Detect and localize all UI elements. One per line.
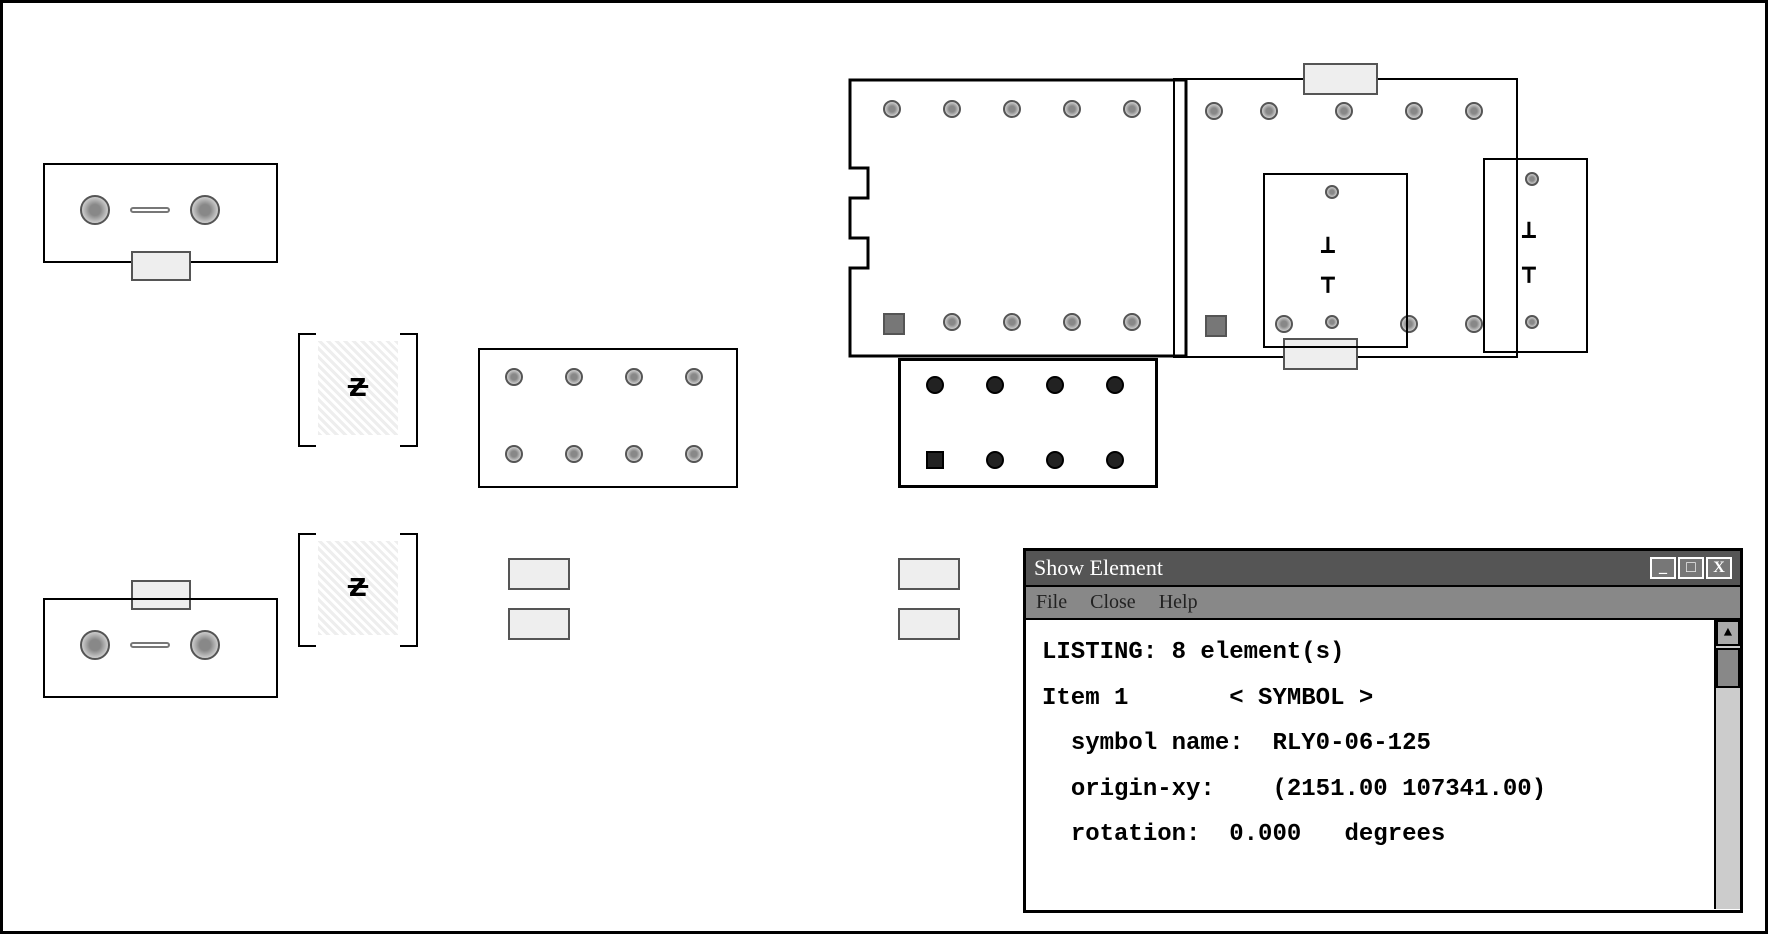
rotation-label: rotation: [1071, 821, 1201, 848]
pad [1003, 313, 1021, 331]
listing-symbol-row: symbol name: RLY0-06-125 [1042, 721, 1724, 767]
pad [1335, 102, 1353, 120]
rotation-unit: degrees [1344, 821, 1445, 848]
small-comp[interactable] [508, 558, 570, 590]
connector [130, 642, 170, 648]
editor-canvas[interactable]: z z [0, 0, 1768, 934]
component-side[interactable]: ⊥ ⊤ [1483, 158, 1588, 353]
pad [883, 100, 901, 118]
dialog-titlebar[interactable]: Show Element _ □ X [1026, 551, 1740, 587]
component-relay-2[interactable] [43, 598, 278, 698]
maximize-button[interactable]: □ [1678, 557, 1704, 579]
bar-symbol: ⊤ [1320, 270, 1336, 301]
pad [1003, 100, 1021, 118]
pad [1525, 172, 1539, 186]
pad [1525, 315, 1539, 329]
pad [625, 445, 643, 463]
pad [685, 368, 703, 386]
dialog-scrollbar[interactable]: ▲ [1714, 620, 1740, 909]
small-comp[interactable] [898, 558, 960, 590]
pad [943, 313, 961, 331]
component-relay-1[interactable] [43, 163, 278, 263]
pad [1325, 185, 1339, 199]
pad [1325, 315, 1339, 329]
pad-pin1 [926, 451, 944, 469]
pad [1205, 102, 1223, 120]
listing-rotation-row: rotation: 0.000 degrees [1042, 812, 1724, 858]
z-glyph: z [318, 541, 398, 635]
pad [1063, 100, 1081, 118]
component-dip-2[interactable] [898, 358, 1158, 488]
pad [1465, 315, 1483, 333]
origin-value: (2151.00 107341.00) [1272, 776, 1546, 803]
component-z-1[interactable]: z [298, 333, 418, 443]
close-button[interactable]: X [1706, 557, 1732, 579]
component-z-2[interactable]: z [298, 533, 418, 643]
item-label: Item 1 [1042, 685, 1128, 712]
dialog-title: Show Element [1034, 555, 1163, 581]
listing-origin-row: origin-xy: (2151.00 107341.00) [1042, 767, 1724, 813]
dialog-menubar: File Close Help [1026, 587, 1740, 620]
pad [1046, 451, 1064, 469]
pad [1405, 102, 1423, 120]
pad [80, 195, 110, 225]
pad [565, 445, 583, 463]
pad [190, 195, 220, 225]
pad [1046, 376, 1064, 394]
item-type: < SYMBOL > [1229, 685, 1373, 712]
tab [131, 251, 191, 281]
pad-pin1 [1205, 315, 1227, 337]
component-inner[interactable]: ⊥ ⊤ [1263, 173, 1408, 348]
tab [1303, 63, 1378, 95]
small-comp[interactable] [898, 608, 960, 640]
bar-symbol: ⊤ [1521, 260, 1537, 291]
pad [926, 376, 944, 394]
pad [505, 445, 523, 463]
menu-close[interactable]: Close [1090, 591, 1136, 613]
connector [130, 207, 170, 213]
bar-symbol: ⊥ [1320, 230, 1336, 261]
minimize-button[interactable]: _ [1650, 557, 1676, 579]
pad [565, 368, 583, 386]
pad [625, 368, 643, 386]
component-ic-1[interactable] [848, 78, 1188, 358]
small-comp[interactable] [508, 608, 570, 640]
pad [505, 368, 523, 386]
pad [1465, 102, 1483, 120]
listing-item-row: Item 1 < SYMBOL > [1042, 676, 1724, 722]
menu-help[interactable]: Help [1159, 591, 1198, 613]
pad-pin1 [883, 313, 905, 335]
pad [685, 445, 703, 463]
scroll-up-button[interactable]: ▲ [1716, 620, 1740, 646]
dialog-content: LISTING: 8 element(s) Item 1 < SYMBOL > … [1026, 620, 1740, 909]
pad [1260, 102, 1278, 120]
pad [1106, 376, 1124, 394]
bar-symbol: ⊥ [1521, 215, 1537, 246]
pad [986, 376, 1004, 394]
pad [1123, 313, 1141, 331]
listing-header: LISTING: 8 element(s) [1042, 630, 1724, 676]
window-controls: _ □ X [1650, 557, 1732, 579]
name-label: symbol name: [1071, 730, 1244, 757]
pad [1123, 100, 1141, 118]
origin-label: origin-xy: [1071, 776, 1215, 803]
scroll-thumb[interactable] [1716, 648, 1740, 688]
rotation-value: 0.000 [1229, 821, 1301, 848]
pad [986, 451, 1004, 469]
component-dip-1[interactable] [478, 348, 738, 488]
pad [1063, 313, 1081, 331]
menu-file[interactable]: File [1036, 591, 1067, 613]
pad [80, 630, 110, 660]
pad [1106, 451, 1124, 469]
pad [190, 630, 220, 660]
name-value: RLY0-06-125 [1272, 730, 1430, 757]
show-element-dialog[interactable]: Show Element _ □ X File Close Help LISTI… [1023, 548, 1743, 913]
pad [943, 100, 961, 118]
z-glyph: z [318, 341, 398, 435]
